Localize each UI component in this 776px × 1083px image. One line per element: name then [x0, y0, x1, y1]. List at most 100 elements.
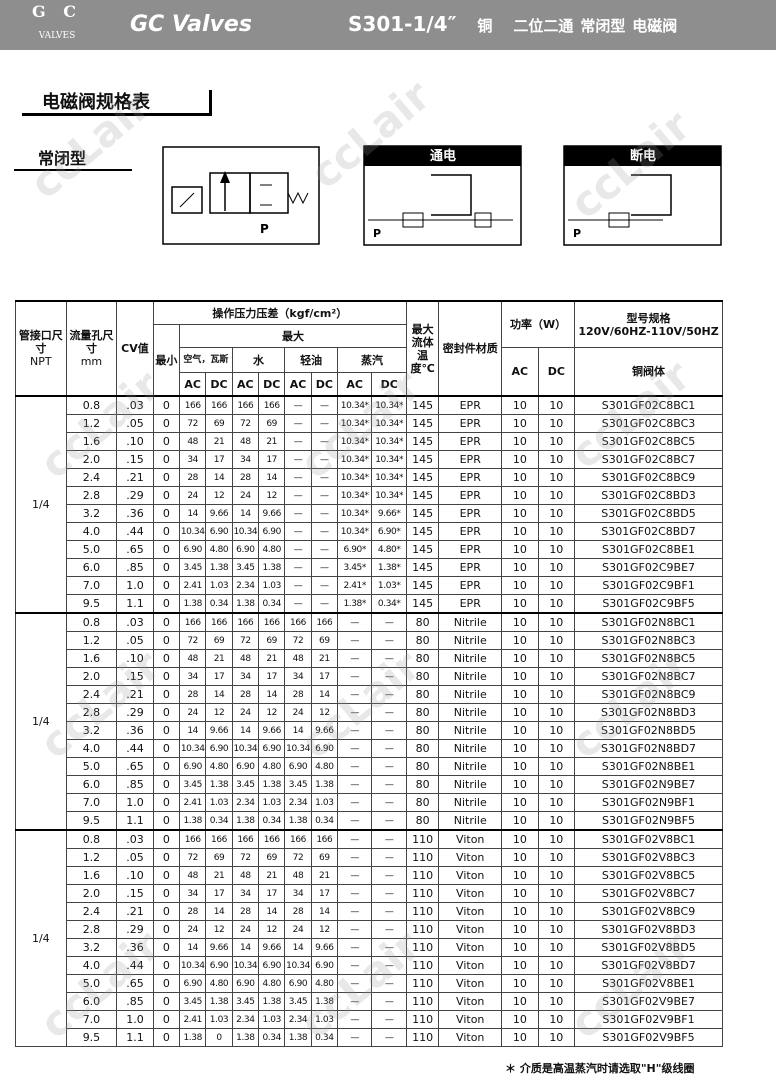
- min-pressure: 0: [152, 667, 181, 686]
- cv: .15: [116, 450, 154, 469]
- steam-ac: 10.34*: [336, 414, 373, 433]
- seal: EPR: [438, 395, 503, 415]
- steam-dc: —: [371, 1010, 407, 1029]
- steam-ac: —: [336, 974, 373, 993]
- water-ac: 14: [231, 938, 260, 957]
- steam-dc: —: [371, 667, 407, 686]
- water-dc: 1.03: [258, 576, 286, 595]
- power-ac: 10: [501, 1010, 539, 1029]
- power-dc: 10: [537, 685, 576, 704]
- steam-ac: —: [336, 848, 373, 867]
- table-row: 7.0 1.0 0 2.41 1.03 2.34 1.03— —2.41* 1.03* 145 EP…: [16, 576, 723, 595]
- power-dc: 10: [537, 739, 576, 758]
- seal: EPR: [438, 468, 503, 487]
- cv: .44: [116, 956, 154, 975]
- oil-dc: —: [310, 504, 339, 523]
- power-dc: 10: [537, 540, 576, 559]
- orifice: 1.6: [65, 866, 118, 885]
- min-pressure: 0: [152, 395, 181, 415]
- steam-ac: —: [336, 649, 373, 668]
- min-pressure: 0: [152, 848, 181, 867]
- steam-ac: —: [336, 829, 373, 849]
- power-dc: 10: [537, 866, 576, 885]
- water-ac: 14: [231, 721, 260, 740]
- steam-dc: —: [371, 902, 407, 921]
- max-temp: 110: [405, 920, 440, 939]
- oil-ac: 34: [284, 884, 312, 903]
- power-ac: 10: [501, 432, 539, 451]
- oil-ac: 14: [284, 721, 312, 740]
- max-temp: 145: [405, 414, 440, 433]
- oil-ac: 24: [284, 703, 312, 722]
- power-dc: 10: [537, 631, 576, 650]
- air-dc: 14: [205, 902, 233, 921]
- water-ac: 28: [231, 685, 260, 704]
- power-ac: 10: [501, 1028, 539, 1047]
- water-ac: 34: [231, 667, 260, 686]
- table-row: 7.0 1.0 0 2.41 1.03 2.34 1.03 2.34 1.03— —110 Vito…: [16, 1010, 723, 1029]
- steam-dc: 6.90*: [371, 522, 407, 541]
- water-ac: 10.34: [231, 956, 260, 975]
- model-number: S301GF02C8BD5: [574, 504, 723, 523]
- orifice: 7.0: [65, 793, 118, 812]
- pipe-size: 1/4: [15, 829, 67, 1047]
- water-dc: 4.80: [258, 757, 286, 776]
- oil-ac: 2.34: [284, 793, 312, 812]
- power-ac: 10: [501, 594, 539, 614]
- oil-ac: 28: [284, 902, 312, 921]
- cv: .05: [116, 848, 154, 867]
- oil-ac: 1.38: [284, 1028, 312, 1047]
- air-ac: 1.38: [179, 811, 207, 831]
- oil-ac: —: [284, 432, 312, 451]
- table-row: 6.0.85 0 3.45 1.38 3.45 1.38 3.45 1.38— —80 Nitri…: [16, 775, 723, 794]
- min-pressure: 0: [152, 884, 181, 903]
- cv: .21: [116, 468, 154, 487]
- power-ac: 10: [501, 775, 539, 794]
- model-header: 型号规格 120V/60HZ-110V/50HZ: [574, 300, 723, 348]
- oil-dc: 17: [310, 884, 339, 903]
- oil-dc: —: [310, 432, 339, 451]
- oil-ac: —: [284, 576, 312, 595]
- steam-dc: 0.34*: [371, 594, 407, 614]
- power-dc: 10: [537, 721, 576, 740]
- oil-dc: 6.90: [310, 739, 339, 758]
- min-pressure: 0: [152, 649, 181, 668]
- orifice-header: 流量孔尺寸 mm: [65, 300, 118, 397]
- max-temp: 145: [405, 504, 440, 523]
- cv: .44: [116, 739, 154, 758]
- air-ac: 24: [179, 703, 207, 722]
- water-dc: 69: [258, 414, 286, 433]
- max-temp: 80: [405, 721, 440, 740]
- model-number: S301GF02N8BC3: [574, 631, 723, 650]
- seal: Nitrile: [438, 811, 503, 831]
- steam-dc: 10.34*: [371, 468, 407, 487]
- orifice: 7.0: [65, 576, 118, 595]
- min-pressure: 0: [152, 793, 181, 812]
- max-temp: 110: [405, 902, 440, 921]
- cv: 1.0: [116, 576, 154, 595]
- steam-dc: 10.34*: [371, 432, 407, 451]
- min-pressure: 0: [152, 920, 181, 939]
- air-dc: 14: [205, 468, 233, 487]
- steam-ac: —: [336, 992, 373, 1011]
- normally: 常闭型: [580, 17, 626, 35]
- model-number: S301GF02N9BF1: [574, 793, 723, 812]
- power-dc: 10: [537, 414, 576, 433]
- max-temp: 110: [405, 848, 440, 867]
- steam-ac: —: [336, 811, 373, 831]
- water-dc: 9.66: [258, 504, 286, 523]
- min-pressure: 0: [152, 1028, 181, 1047]
- water-ac: 3.45: [231, 558, 260, 577]
- air-ac: 6.90: [179, 974, 207, 993]
- max-temp: 80: [405, 631, 440, 650]
- water-dc: 69: [258, 848, 286, 867]
- oil-ac: —: [284, 468, 312, 487]
- power-dc: 10: [537, 884, 576, 903]
- body-header: 铜阀体: [574, 347, 723, 397]
- power-dc: 10: [537, 432, 576, 451]
- power-ac: 10: [501, 848, 539, 867]
- air-dc: 166: [205, 829, 233, 849]
- max-temp: 80: [405, 612, 440, 632]
- power-ac: 10: [501, 884, 539, 903]
